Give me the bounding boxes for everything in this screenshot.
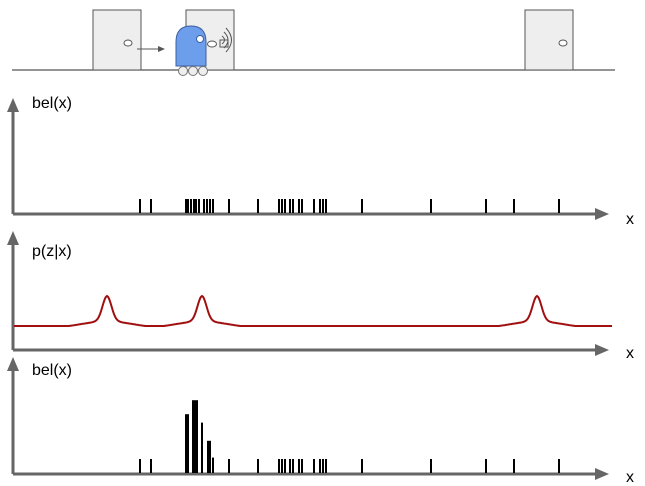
- prior-particle-3: [187, 199, 189, 213]
- posterior-particle-9: [209, 440, 211, 473]
- posterior-particle-14: [281, 459, 283, 473]
- prior-particle-9: [206, 199, 208, 213]
- posterior-particle-12: [257, 459, 259, 473]
- posterior-particle-16: [289, 459, 291, 473]
- prior-particle-7: [198, 199, 200, 213]
- prior-particle-13: [257, 199, 259, 213]
- robot-wheel-2: [188, 66, 198, 76]
- prior-belief-panel: [7, 98, 609, 220]
- posterior-particle-5: [194, 400, 196, 473]
- posterior-particle-3: [187, 414, 189, 473]
- prior-particle-6: [195, 199, 197, 213]
- posterior-particle-25: [430, 459, 432, 473]
- prior-particle-26: [430, 199, 432, 213]
- posterior-particle-21: [319, 459, 321, 473]
- posterior-particle-6: [196, 400, 198, 473]
- prior-particle-15: [281, 199, 283, 213]
- prior-particle-20: [301, 199, 303, 213]
- posterior-particle-26: [485, 459, 487, 473]
- posterior-particle-19: [301, 459, 303, 473]
- posterior-particle-0: [139, 459, 141, 473]
- posterior-x-label: x: [626, 469, 634, 486]
- door-1-knob: [123, 39, 133, 47]
- robot-wheel-1: [178, 66, 188, 76]
- prior-particle-22: [319, 199, 321, 213]
- likelihood-x-label: x: [626, 345, 634, 362]
- prior-particle-11: [212, 199, 214, 213]
- posterior-particle-24: [361, 459, 363, 473]
- prior-particle-0: [139, 199, 141, 213]
- prior-particle-4: [190, 199, 192, 213]
- door-3-knob: [558, 39, 568, 47]
- prior-particle-23: [322, 199, 324, 213]
- likelihood-curve: [14, 294, 612, 327]
- door-3: [524, 9, 574, 71]
- posterior-particle-23: [325, 459, 327, 473]
- prior-particle-2: [185, 199, 187, 213]
- prior-particle-5: [193, 199, 195, 213]
- robot-wheel-3: [198, 66, 208, 76]
- posterior-particle-4: [192, 400, 194, 473]
- posterior-particles: [139, 400, 560, 473]
- likelihood-y-label: p(z|x): [32, 243, 72, 260]
- posterior-y-label: bel(x): [32, 362, 73, 379]
- posterior-particle-17: [292, 459, 294, 473]
- likelihood-line: [14, 294, 612, 327]
- prior-y-label: bel(x): [32, 95, 73, 112]
- prior-particle-16: [284, 199, 286, 213]
- prior-particle-29: [558, 199, 560, 213]
- sensor-wave-icon: [221, 27, 232, 53]
- robot-eye: [196, 35, 204, 43]
- prior-particle-8: [203, 199, 205, 213]
- prior-particle-12: [228, 199, 230, 213]
- prior-particle-14: [278, 199, 280, 213]
- prior-particle-17: [289, 199, 291, 213]
- posterior-belief-panel: [7, 357, 609, 480]
- prior-particle-27: [485, 199, 487, 213]
- prior-particle-10: [209, 199, 211, 213]
- prior-x-label: x: [626, 211, 634, 228]
- posterior-particle-10: [212, 457, 214, 473]
- door-1: [92, 9, 142, 71]
- posterior-particle-13: [278, 459, 280, 473]
- likelihood-panel: [7, 231, 612, 356]
- posterior-particle-20: [313, 459, 315, 473]
- prior-particle-1: [150, 199, 152, 213]
- posterior-particle-11: [228, 459, 230, 473]
- prior-particle-18: [292, 199, 294, 213]
- robot-icon: [175, 25, 232, 76]
- corridor-scene: [12, 9, 615, 76]
- posterior-particle-7: [201, 422, 203, 473]
- posterior-particle-18: [298, 459, 300, 473]
- posterior-particle-2: [185, 414, 187, 473]
- prior-particles: [139, 199, 560, 213]
- posterior-particle-22: [322, 459, 324, 473]
- posterior-particle-8: [207, 440, 209, 473]
- prior-particle-25: [361, 199, 363, 213]
- posterior-particle-15: [284, 459, 286, 473]
- posterior-particle-27: [513, 459, 515, 473]
- prior-particle-21: [313, 199, 315, 213]
- robot-sensor: [207, 40, 217, 48]
- prior-particle-24: [325, 199, 327, 213]
- posterior-particle-28: [558, 459, 560, 473]
- prior-particle-28: [513, 199, 515, 213]
- posterior-particle-1: [150, 459, 152, 473]
- prior-particle-19: [298, 199, 300, 213]
